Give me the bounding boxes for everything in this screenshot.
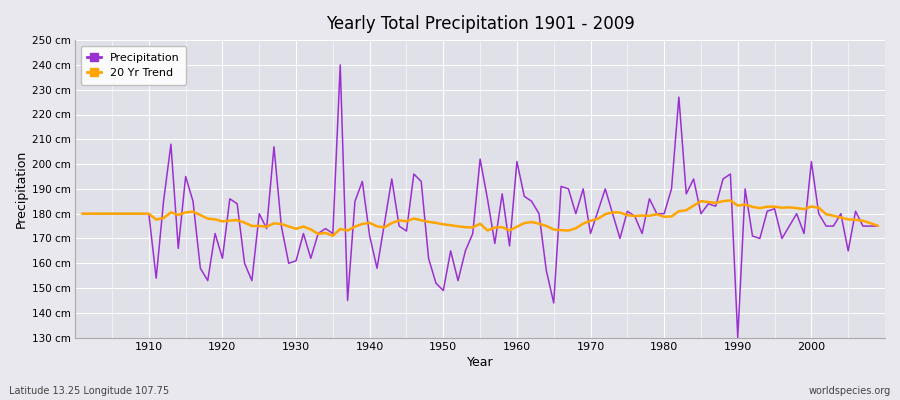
Title: Yearly Total Precipitation 1901 - 2009: Yearly Total Precipitation 1901 - 2009	[326, 15, 634, 33]
X-axis label: Year: Year	[467, 356, 493, 369]
Text: Latitude 13.25 Longitude 107.75: Latitude 13.25 Longitude 107.75	[9, 386, 169, 396]
Text: worldspecies.org: worldspecies.org	[809, 386, 891, 396]
Legend: Precipitation, 20 Yr Trend: Precipitation, 20 Yr Trend	[81, 46, 186, 85]
Y-axis label: Precipitation: Precipitation	[15, 150, 28, 228]
